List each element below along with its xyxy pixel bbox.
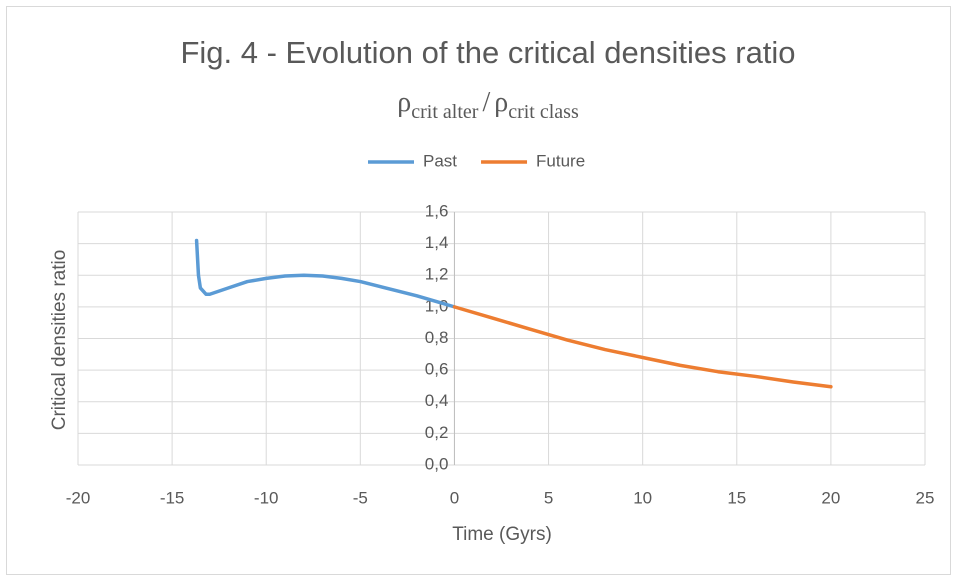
chart-title: Fig. 4 - Evolution of the critical densi… (180, 35, 795, 70)
x-tick-label: 5 (544, 488, 553, 507)
chart-border (6, 6, 951, 575)
x-tick-label: 15 (727, 488, 746, 507)
x-tick-label: -20 (66, 488, 91, 507)
y-tick-label: 0,4 (425, 391, 449, 410)
y-tick-label: 0,0 (425, 454, 449, 473)
x-tick-label: -15 (160, 488, 185, 507)
y-tick-label: 1,4 (425, 233, 449, 252)
y-tick-label: 0,2 (425, 423, 449, 442)
rho: ρ (494, 87, 508, 118)
x-tick-label: -5 (353, 488, 368, 507)
rho: ρ (397, 87, 411, 118)
x-tick-label: 10 (633, 488, 652, 507)
y-tick-label: 1,2 (425, 265, 449, 284)
x-tick-label: 20 (821, 488, 840, 507)
data-line (452, 305, 833, 389)
chart-subtitle: ρcrit alter / ρcrit class (397, 87, 579, 122)
data-line (194, 238, 457, 309)
y-tick-label: 1,6 (425, 201, 449, 220)
x-tick-label: -10 (254, 488, 279, 507)
legend-label: Future (536, 151, 585, 170)
x-axis-label: Time (Gyrs) (452, 524, 552, 545)
y-tick-label: 0,6 (425, 360, 449, 379)
y-tick-label: 0,8 (425, 328, 449, 347)
legend-label: Past (423, 151, 457, 170)
x-tick-label: 25 (916, 488, 935, 507)
y-axis-label: Critical densities ratio (49, 250, 70, 431)
subscript: crit alter (411, 101, 479, 123)
x-tick-label: 0 (450, 488, 459, 507)
subscript: crit class (508, 101, 579, 123)
slash: / (482, 87, 490, 118)
